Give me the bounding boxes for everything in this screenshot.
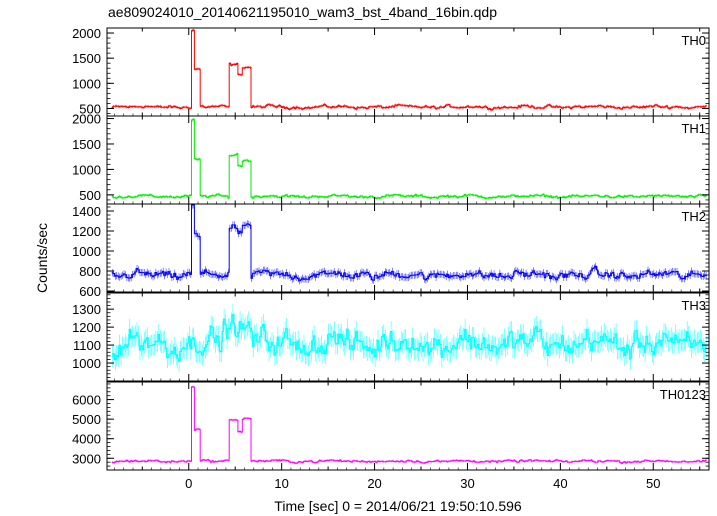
y-tick-label: 1100 xyxy=(73,338,101,353)
y-tick-label: 600 xyxy=(79,284,101,299)
panel-th0123: 3000 4000 5000 6000 TH0123 xyxy=(72,381,710,471)
panel-label: TH3 xyxy=(681,298,706,313)
curve-th2 xyxy=(111,204,707,282)
x-tick-label: 0 xyxy=(185,476,192,491)
y-tick-label: 5000 xyxy=(72,412,101,427)
y-tick-label: 1000 xyxy=(72,244,101,259)
error-bars-th0123 xyxy=(112,385,707,465)
x-tick-label: 50 xyxy=(646,476,660,491)
y-tick-label: 1500 xyxy=(72,51,101,66)
panel-frame xyxy=(106,203,710,293)
y-tick-label: 800 xyxy=(79,264,101,279)
y-tick-label: 6000 xyxy=(72,393,101,408)
panel-label: TH2 xyxy=(681,209,706,224)
y-tick-label: 1500 xyxy=(72,137,101,152)
x-tick-label: 30 xyxy=(460,476,474,491)
panel-label: TH0 xyxy=(681,33,706,48)
curve-th0 xyxy=(111,29,707,111)
y-tick-label: 3000 xyxy=(72,451,101,466)
y-tick-label: 1000 xyxy=(72,76,101,91)
panel-th3: 1000 1100 1200 1300 TH3 xyxy=(72,292,710,382)
y-tick-label: 2000 xyxy=(72,112,101,127)
y-tick-label: 2000 xyxy=(72,26,101,41)
panel-th0: 500 1000 1500 2000 TH0 xyxy=(72,26,710,117)
error-bars-th0 xyxy=(112,28,707,112)
curve-th3 xyxy=(111,314,707,362)
y-tick-label: 1300 xyxy=(72,302,101,317)
y-tick-label: 1200 xyxy=(72,224,101,239)
y-tick-label: 1000 xyxy=(72,356,101,371)
panel-frame xyxy=(106,292,710,382)
error-bars-th1 xyxy=(112,117,707,200)
y-tick-label: 1000 xyxy=(72,162,101,177)
y-axis-label: Counts/sec xyxy=(34,223,50,293)
panel-frame xyxy=(106,27,710,117)
x-tick-label: 10 xyxy=(274,476,288,491)
panel-label: TH0123 xyxy=(660,387,706,402)
y-tick-label: 1400 xyxy=(72,204,101,219)
y-tick-label: 500 xyxy=(79,101,101,116)
x-tick-label: 40 xyxy=(553,476,567,491)
curve-th1 xyxy=(111,118,707,199)
chart-title: ae809024010_20140621195010_wam3_bst_4ban… xyxy=(108,4,497,20)
x-axis-label: Time [sec] 0 = 2014/06/21 19:50:10.596 xyxy=(274,498,522,514)
x-tick-label: 20 xyxy=(367,476,381,491)
panel-label: TH1 xyxy=(681,121,706,136)
y-tick-label: 500 xyxy=(79,188,101,203)
panel-th1: 500 1000 1500 2000 TH1 xyxy=(72,112,710,205)
panel-th2: 600 800 1000 1200 1400 TH2 xyxy=(72,203,710,299)
panel-frame xyxy=(106,381,710,471)
y-tick-label: 1200 xyxy=(72,320,101,335)
y-tick-label: 4000 xyxy=(72,432,101,447)
curve-th0123 xyxy=(111,386,707,464)
